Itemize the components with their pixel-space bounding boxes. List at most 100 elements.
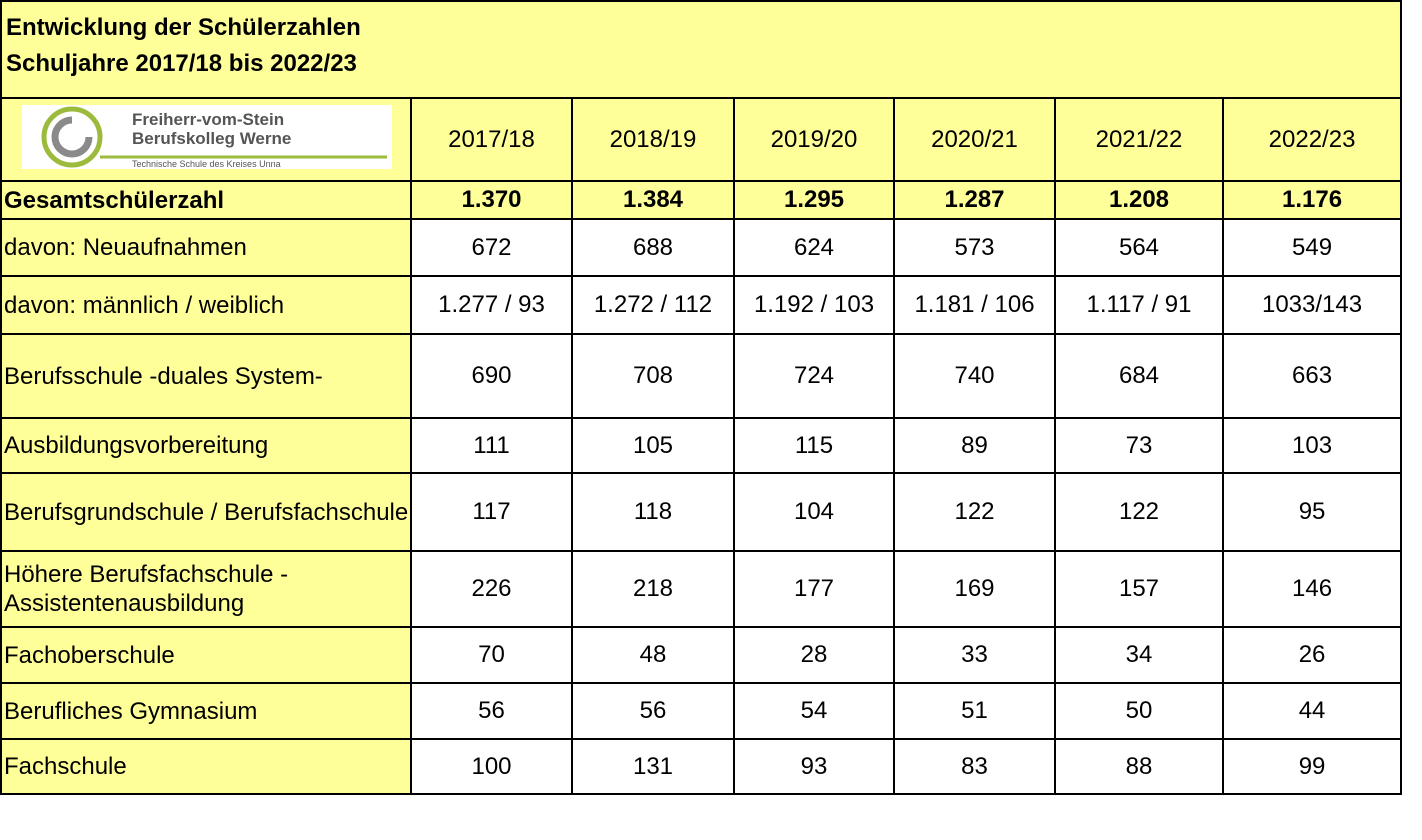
row-label: Berufsgrundschule / Berufsfachschule — [0, 472, 412, 552]
cell: 1.181 / 106 — [893, 275, 1056, 335]
title-line: Entwicklung der Schülerzahlen — [6, 14, 361, 41]
logo-cell: Freiherr-vom-Stein Berufskolleg Werne Te… — [0, 97, 412, 182]
cell: 564 — [1054, 218, 1224, 277]
cell: 51 — [893, 682, 1056, 740]
data-row: Fachschule 100 131 93 83 88 99 — [0, 738, 1403, 795]
cell: 54 — [733, 682, 895, 740]
cell: 50 — [1054, 682, 1224, 740]
logo: Freiherr-vom-Stein Berufskolleg Werne Te… — [22, 105, 392, 169]
cell: 672 — [410, 218, 573, 277]
logo-subtitle: Technische Schule des Kreises Unna — [132, 159, 281, 169]
year-header: 2019/20 — [733, 97, 895, 182]
cell: 33 — [893, 626, 1056, 684]
cell: 1033/143 — [1221, 275, 1403, 335]
cell: 226 — [410, 550, 573, 628]
cell: 118 — [571, 472, 735, 552]
data-row: Ausbildungsvorbereitung 111 105 115 89 73 103 — [0, 417, 1403, 474]
cell: 1.384 — [571, 180, 735, 220]
student-table: Entwicklung der Schülerzahlen Schuljahre… — [0, 0, 1403, 795]
cell: 93 — [733, 738, 895, 795]
cell: 549 — [1221, 218, 1403, 277]
data-row: Fachoberschule 70 48 28 33 34 26 — [0, 626, 1403, 684]
data-row: davon: Neuaufnahmen 672 688 624 573 564 549 — [0, 218, 1403, 277]
title-row: Entwicklung der Schülerzahlen Schuljahre… — [0, 0, 1403, 99]
cell: 122 — [893, 472, 1056, 552]
header-row: Freiherr-vom-Stein Berufskolleg Werne Te… — [0, 97, 1403, 182]
cell: 104 — [733, 472, 895, 552]
cell: 177 — [733, 550, 895, 628]
logo-ring — [41, 106, 103, 168]
cell: 73 — [1054, 417, 1224, 474]
year-header: 2022/23 — [1221, 97, 1403, 182]
cell: 99 — [1221, 738, 1403, 795]
cell: 146 — [1221, 550, 1403, 628]
year-header: 2020/21 — [893, 97, 1056, 182]
cell: 89 — [893, 417, 1056, 474]
cell: 105 — [571, 417, 735, 474]
cell: 1.272 / 112 — [571, 275, 735, 335]
cell: 111 — [410, 417, 573, 474]
cell: 1.176 — [1221, 180, 1403, 220]
row-label: Fachschule — [0, 738, 412, 795]
row-label: Höhere Berufsfachschule - Assistentenaus… — [0, 550, 412, 628]
data-row: davon: männlich / weiblich 1.277 / 93 1.27… — [0, 275, 1403, 335]
cell: 1.192 / 103 — [733, 275, 895, 335]
cell: 28 — [733, 626, 895, 684]
cell: 115 — [733, 417, 895, 474]
cell: 131 — [571, 738, 735, 795]
cell: 157 — [1054, 550, 1224, 628]
title-line: Schuljahre 2017/18 bis 2022/23 — [6, 50, 357, 77]
cell: 688 — [571, 218, 735, 277]
title-cell: Entwicklung der Schülerzahlen Schuljahre… — [0, 0, 1403, 99]
cell: 1.208 — [1054, 180, 1224, 220]
year-header: 2021/22 — [1054, 97, 1224, 182]
cell: 1.295 — [733, 180, 895, 220]
year-header: 2018/19 — [571, 97, 735, 182]
cell: 83 — [893, 738, 1056, 795]
row-label: Berufsschule -duales System- — [0, 333, 412, 419]
row-label: Gesamtschülerzahl — [0, 180, 412, 220]
cell: 70 — [410, 626, 573, 684]
row-label: Fachoberschule — [0, 626, 412, 684]
data-row: Berufsgrundschule / Berufsfachschule 117 1… — [0, 472, 1403, 552]
table-body: Entwicklung der Schülerzahlen Schuljahre… — [0, 0, 1403, 795]
logo-name: Berufskolleg Werne — [132, 129, 291, 148]
year-header: 2017/18 — [410, 97, 573, 182]
row-label: Ausbildungsvorbereitung — [0, 417, 412, 474]
cell: 44 — [1221, 682, 1403, 740]
cell: 573 — [893, 218, 1056, 277]
data-row: Berufliches Gymnasium 56 56 54 51 50 44 — [0, 682, 1403, 740]
cell: 122 — [1054, 472, 1224, 552]
cell: 100 — [410, 738, 573, 795]
cell: 103 — [1221, 417, 1403, 474]
cell: 117 — [410, 472, 573, 552]
cell: 48 — [571, 626, 735, 684]
cell: 1.277 / 93 — [410, 275, 573, 335]
cell: 663 — [1221, 333, 1403, 419]
cell: 724 — [733, 333, 895, 419]
data-row: Höhere Berufsfachschule - Assistentenaus… — [0, 550, 1403, 628]
logo-name: Freiherr-vom-Stein — [132, 110, 284, 129]
row-label: davon: Neuaufnahmen — [0, 218, 412, 277]
cell: 56 — [571, 682, 735, 740]
cell: 169 — [893, 550, 1056, 628]
cell: 26 — [1221, 626, 1403, 684]
cell: 708 — [571, 333, 735, 419]
cell: 1.287 — [893, 180, 1056, 220]
cell: 1.370 — [410, 180, 573, 220]
cell: 95 — [1221, 472, 1403, 552]
cell: 56 — [410, 682, 573, 740]
row-label: davon: männlich / weiblich — [0, 275, 412, 335]
cell: 1.117 / 91 — [1054, 275, 1224, 335]
logo-c — [51, 116, 93, 158]
data-row: Berufsschule -duales System- 690 708 724 740… — [0, 333, 1403, 419]
cell: 88 — [1054, 738, 1224, 795]
cell: 218 — [571, 550, 735, 628]
cell: 624 — [733, 218, 895, 277]
cell: 684 — [1054, 333, 1224, 419]
cell: 690 — [410, 333, 573, 419]
row-label: Berufliches Gymnasium — [0, 682, 412, 740]
data-row: Gesamtschülerzahl 1.370 1.384 1.295 1.287 1.2… — [0, 180, 1403, 220]
cell: 34 — [1054, 626, 1224, 684]
